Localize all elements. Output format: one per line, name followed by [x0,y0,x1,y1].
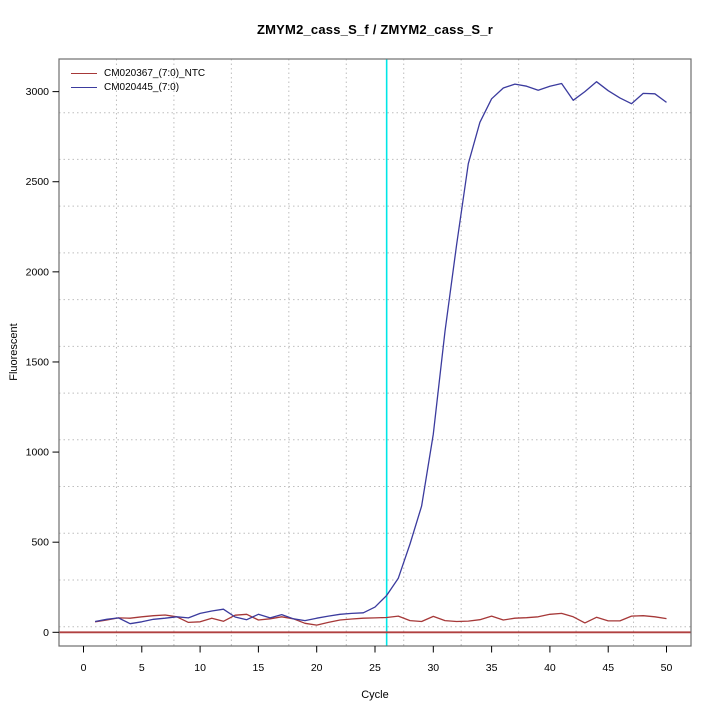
x-tick-label: 10 [194,662,206,674]
x-tick-label: 35 [486,662,498,674]
x-tick-label: 20 [311,662,323,674]
legend-line-swatch-blue [71,86,97,88]
legend-item-sample: CM020445_(7:0) [71,80,205,94]
x-tick-label: 0 [81,662,87,674]
legend-label: CM020367_(7:0)_NTC [104,67,206,79]
y-tick-label: 1500 [26,356,50,368]
x-tick-label: 50 [661,662,673,674]
series-line-CM020367_(7:0)_NTC [95,612,667,626]
y-tick-label: 2000 [26,266,50,278]
plot-border [58,58,692,647]
x-tick-label: 45 [602,662,614,674]
x-tick-label: 15 [253,662,265,674]
x-tick-label: 40 [544,662,556,674]
x-tick-label: 5 [139,662,145,674]
y-tick-label: 0 [43,627,49,639]
y-tick-label: 1000 [26,447,50,459]
legend-label: CM020445_(7:0) [104,81,180,93]
x-axis-label: Cycle [361,689,389,701]
series-line-CM020445_(7:0) [94,81,667,625]
legend-item-ntc: CM020367_(7:0)_NTC [71,66,205,80]
x-tick-label: 30 [427,662,439,674]
legend: CM020367_(7:0)_NTC CM020445_(7:0) [71,66,205,94]
chart-title: ZMYM2_cass_S_f / ZMYM2_cass_S_r [257,22,493,37]
y-tick-label: 500 [31,537,49,549]
y-tick-label: 2500 [26,176,50,188]
x-tick-label: 25 [369,662,381,674]
legend-line-swatch-red [71,72,97,74]
y-tick-label: 3000 [26,86,50,98]
